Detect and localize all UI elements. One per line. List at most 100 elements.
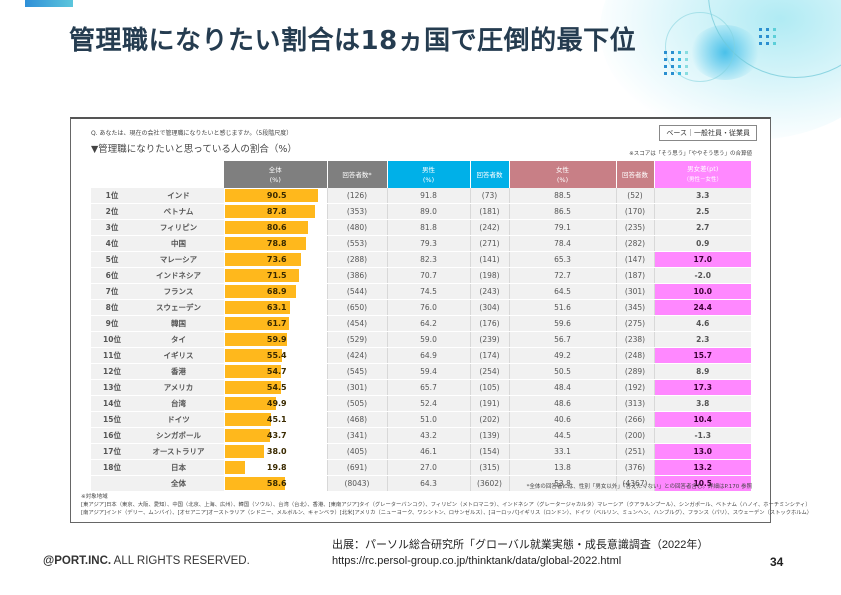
total-bar bbox=[225, 333, 287, 346]
n-male-cell: (174) bbox=[469, 347, 510, 364]
country-cell: 台湾 bbox=[133, 395, 224, 412]
total-bar-cell: 43.7 bbox=[224, 427, 327, 444]
total-value: 73.6 bbox=[266, 255, 287, 264]
female-cell: 33.1 bbox=[509, 443, 616, 460]
country-cell: アメリカ bbox=[133, 379, 224, 396]
male-cell: 74.5 bbox=[387, 283, 470, 300]
total-bar bbox=[225, 301, 290, 314]
male-cell: 52.4 bbox=[387, 395, 470, 412]
table-row: 9位 韓国 61.7 (454) 64.2 (176) 59.6 (275) 4.6 bbox=[91, 315, 751, 332]
n-female-cell: (248) bbox=[615, 347, 655, 364]
n-male-cell: (254) bbox=[469, 363, 510, 380]
total-bar-cell: 54.7 bbox=[224, 363, 327, 380]
table-row: 11位 イギリス 55.4 (424) 64.9 (174) 49.2 (248) 15.7 bbox=[91, 347, 751, 364]
n-male-cell: (271) bbox=[469, 235, 510, 252]
n-female-cell: (52) bbox=[615, 188, 655, 204]
total-bar bbox=[225, 397, 277, 410]
n-female-cell: (266) bbox=[615, 411, 655, 428]
total-value: 19.8 bbox=[266, 463, 287, 472]
decorative-ring-small bbox=[665, 12, 735, 82]
rank-cell: 14位 bbox=[91, 395, 133, 412]
total-bar-cell: 55.4 bbox=[224, 347, 327, 364]
rank-cell: 10位 bbox=[91, 331, 133, 348]
source-url[interactable]: https://rc.persol-group.co.jp/thinktank/… bbox=[332, 555, 622, 567]
n-female-cell: (313) bbox=[615, 395, 655, 412]
n-female-cell: (376) bbox=[615, 459, 655, 476]
country-cell: シンガポール bbox=[133, 427, 224, 444]
gender-gap-cell: 10.4 bbox=[654, 411, 751, 428]
n-female-cell: (200) bbox=[615, 427, 655, 444]
country-cell: フランス bbox=[133, 283, 224, 300]
total-value: 61.7 bbox=[266, 319, 287, 328]
copyright-text: ALL RIGHTS RESERVED. bbox=[111, 555, 250, 567]
n-female-cell: (275) bbox=[615, 315, 655, 332]
total-value: 80.6 bbox=[266, 223, 287, 232]
total-value: 78.8 bbox=[266, 239, 287, 248]
total-bar-cell: 78.8 bbox=[224, 235, 327, 252]
total-value: 71.5 bbox=[266, 271, 287, 280]
male-cell: 82.3 bbox=[387, 251, 470, 268]
total-value: 58.6 bbox=[266, 479, 287, 488]
n-female-cell: (289) bbox=[615, 363, 655, 380]
total-bar bbox=[225, 461, 246, 474]
total-bar bbox=[225, 269, 299, 282]
table-row: 2位 ベトナム 87.8 (353) 89.0 (181) 86.5 (170) 2.5 bbox=[91, 203, 751, 220]
survey-question: Q. あなたは、現在の会社で管理職になりたいと感じますか。（5段階尺度） bbox=[91, 130, 293, 137]
rank-cell: 2位 bbox=[91, 203, 133, 220]
header-gender-gap-sub: （男性－女性） bbox=[683, 177, 722, 183]
gender-gap-cell: 13.2 bbox=[654, 459, 751, 476]
male-cell: 59.0 bbox=[387, 331, 470, 348]
copyright: @PORT.INC. ALL RIGHTS RESERVED. bbox=[43, 555, 250, 567]
gender-gap-cell: 2.7 bbox=[654, 219, 751, 236]
source-citation: 出展：パーソル総合研究所「グローバル就業実態・成長意識調査（2022年） htt… bbox=[332, 537, 708, 569]
female-cell: 48.6 bbox=[509, 395, 616, 412]
total-bar-cell: 71.5 bbox=[224, 267, 327, 284]
total-bar bbox=[225, 285, 296, 298]
total-bar-cell: 73.6 bbox=[224, 251, 327, 268]
n-total-cell: (691) bbox=[326, 459, 388, 476]
country-cell: フィリピン bbox=[133, 219, 224, 236]
n-female-cell: (147) bbox=[615, 251, 655, 268]
n-female-cell: (345) bbox=[615, 299, 655, 316]
female-cell: 72.7 bbox=[509, 267, 616, 284]
header-gender-gap-label: 男女差(pt) bbox=[687, 165, 719, 173]
female-cell: 13.8 bbox=[509, 459, 616, 476]
base-label: ベース｜一般社員・従業員 bbox=[659, 125, 757, 141]
n-female-cell: (282) bbox=[615, 235, 655, 252]
header-male-label: 男性 bbox=[422, 165, 435, 174]
total-bar-cell: 68.9 bbox=[224, 283, 327, 300]
gender-gap-cell: 24.4 bbox=[654, 299, 751, 316]
n-total-cell: (288) bbox=[326, 251, 388, 268]
total-bar-cell: 58.6 bbox=[224, 475, 327, 492]
n-total-cell: (480) bbox=[326, 219, 388, 236]
total-bar-cell: 87.8 bbox=[224, 203, 327, 220]
n-total-cell: (424) bbox=[326, 347, 388, 364]
n-total-cell: (553) bbox=[326, 235, 388, 252]
total-bar bbox=[225, 349, 283, 362]
region-list: [南アジア]インド（デリー、ムンバイ）、[オセアニア]オーストラリア（シドニー、… bbox=[81, 510, 813, 516]
n-male-cell: (105) bbox=[469, 379, 510, 396]
decorative-dot-grid bbox=[759, 28, 776, 45]
gender-gap-cell: 2.3 bbox=[654, 331, 751, 348]
male-cell: 81.8 bbox=[387, 219, 470, 236]
female-cell: 48.4 bbox=[509, 379, 616, 396]
male-cell: 79.3 bbox=[387, 235, 470, 252]
female-cell: 56.7 bbox=[509, 331, 616, 348]
data-table: 全体 (%) 回答者数* 男性 (%) 回答者数 女性 (%) 回答者数 男女差(pt… bbox=[91, 161, 751, 492]
score-note: ※スコアは「そう思う」「ややそう思う」の合算値 bbox=[629, 151, 752, 157]
total-value: 68.9 bbox=[266, 287, 287, 296]
total-value: 55.4 bbox=[266, 351, 287, 360]
country-cell: 全体 bbox=[133, 475, 224, 492]
female-cell: 40.6 bbox=[509, 411, 616, 428]
blank-header bbox=[133, 161, 224, 188]
n-female-cell: (170) bbox=[615, 203, 655, 220]
gender-gap-cell: 10.0 bbox=[654, 283, 751, 300]
male-cell: 70.7 bbox=[387, 267, 470, 284]
header-total-label: 全体 bbox=[268, 165, 282, 174]
country-cell: イギリス bbox=[133, 347, 224, 364]
n-total-cell: (386) bbox=[326, 267, 388, 284]
male-cell: 27.0 bbox=[387, 459, 470, 476]
n-total-cell: (545) bbox=[326, 363, 388, 380]
male-cell: 51.0 bbox=[387, 411, 470, 428]
table-row: 12位 香港 54.7 (545) 59.4 (254) 50.5 (289) 8.9 bbox=[91, 363, 751, 380]
